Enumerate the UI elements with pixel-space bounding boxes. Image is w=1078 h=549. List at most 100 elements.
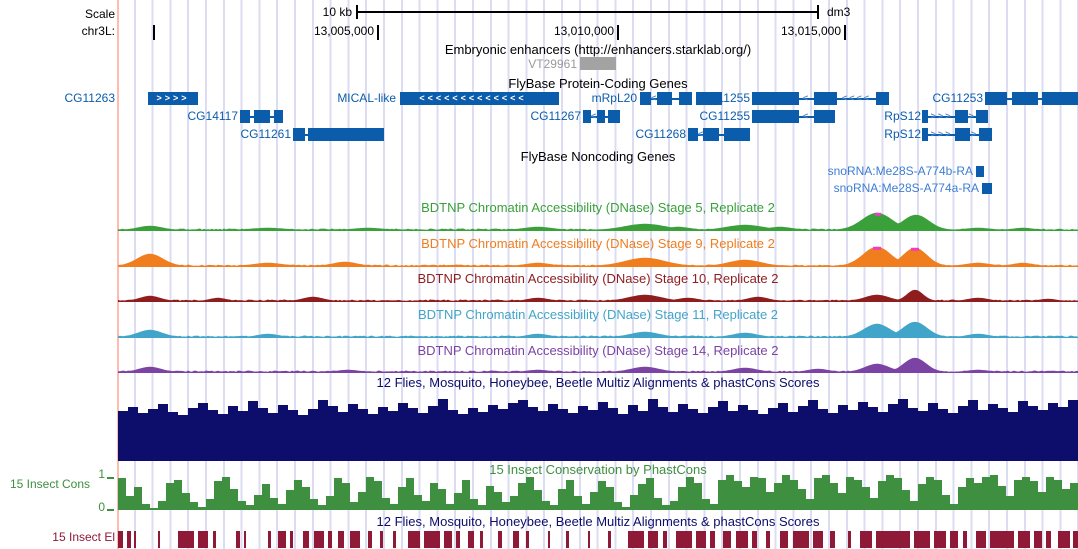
dnase-wiggle-track[interactable] (118, 205, 1078, 233)
insect-element-block[interactable] (213, 531, 216, 548)
dnase-wiggle-track[interactable] (118, 347, 1078, 375)
gene-exon[interactable] (979, 128, 992, 141)
gene-exon[interactable] (254, 110, 270, 123)
insect-element-block[interactable] (548, 531, 550, 548)
insect-element-block[interactable] (608, 531, 611, 548)
insect-element-block[interactable] (328, 531, 332, 548)
gene-exon[interactable] (688, 128, 698, 141)
gene-intron-line[interactable] (1038, 98, 1042, 100)
insect-element-block[interactable] (736, 531, 748, 548)
gene-exon[interactable] (597, 110, 605, 123)
gene-intron-line[interactable] (305, 134, 308, 136)
insect-element-block[interactable] (860, 531, 872, 548)
insect-element-block[interactable] (134, 531, 136, 548)
gene-exon[interactable] (583, 110, 591, 123)
insect-element-block[interactable] (848, 531, 851, 548)
insect-element-block[interactable] (1058, 531, 1070, 548)
insect-element-block[interactable] (303, 531, 309, 548)
insect-element-block[interactable] (723, 531, 731, 548)
gene-exon[interactable] (922, 110, 928, 123)
dnase-wiggle-track[interactable] (118, 312, 1078, 340)
gene-exon[interactable] (724, 128, 750, 141)
insect-element-block[interactable] (127, 531, 131, 548)
insect-element-block[interactable] (1018, 531, 1030, 548)
insect-element-block[interactable] (236, 531, 240, 548)
insect-element-block[interactable] (424, 531, 440, 548)
gene-exon[interactable] (546, 92, 559, 105)
gene-intron-line[interactable] (672, 98, 679, 100)
insect-element-block[interactable] (1034, 531, 1042, 548)
insect-element-block[interactable] (648, 531, 658, 548)
insect-element-block[interactable] (468, 531, 474, 548)
insect-element-block[interactable] (914, 531, 930, 548)
insect-element-block[interactable] (976, 531, 986, 548)
insect-element-block[interactable] (158, 531, 160, 548)
gene-intron-line[interactable] (970, 134, 979, 136)
insect-element-block[interactable] (456, 531, 460, 548)
gene-exon[interactable] (814, 92, 837, 105)
dnase-wiggle-track[interactable] (118, 241, 1078, 269)
gene-intron-line[interactable] (591, 116, 597, 118)
gene-intron-line[interactable] (968, 116, 976, 118)
insect-element-block[interactable] (526, 531, 529, 548)
gene-exon[interactable] (657, 92, 672, 105)
insect-element-block[interactable] (780, 531, 788, 548)
insect-element-block[interactable] (314, 531, 324, 548)
insect-element-block[interactable] (950, 531, 958, 548)
gene-exon[interactable] (876, 92, 889, 105)
gene-exon[interactable] (752, 110, 799, 123)
insect-element-block[interactable] (813, 531, 823, 548)
gene-exon[interactable] (1012, 92, 1038, 105)
insect-element-block[interactable] (1046, 531, 1051, 548)
insect-element-block[interactable] (676, 531, 692, 548)
gene-intron-line[interactable] (928, 116, 955, 118)
gene-exon[interactable] (696, 92, 722, 105)
insect-element-block[interactable] (498, 531, 502, 548)
insect-element-block[interactable] (793, 531, 809, 548)
gene-intron-line[interactable] (719, 134, 724, 136)
insect-element-block[interactable] (368, 531, 372, 548)
gene-exon[interactable] (955, 110, 968, 123)
multiz-alignment-track[interactable] (118, 394, 1078, 461)
insect-element-block[interactable] (752, 531, 757, 548)
insect-element-block[interactable] (290, 531, 293, 548)
gene-intron-line[interactable] (270, 116, 274, 118)
insect-element-block[interactable] (1073, 531, 1078, 548)
gene-intron-line[interactable] (250, 116, 254, 118)
insect-element-block[interactable] (380, 531, 383, 548)
dnase-wiggle-track[interactable] (118, 276, 1078, 304)
gene-exon[interactable] (752, 92, 799, 105)
gene-exon[interactable]: <<<<<<<<<<<<< (400, 92, 546, 105)
insect-element-block[interactable] (393, 531, 396, 548)
insect-element-block[interactable] (588, 531, 590, 548)
gene-exon[interactable]: >>>> (148, 92, 198, 105)
gene-exon[interactable] (1042, 92, 1078, 105)
insect-element-block[interactable] (566, 531, 569, 548)
gene-exon[interactable] (679, 92, 692, 105)
gene-exon[interactable] (976, 110, 988, 123)
gene-exon[interactable] (922, 128, 928, 141)
gene-intron-line[interactable] (837, 98, 876, 100)
gene-intron-line[interactable] (928, 134, 955, 136)
gene-exon[interactable] (955, 128, 970, 141)
insect-element-block[interactable] (178, 531, 194, 548)
gene-intron-line[interactable] (605, 116, 608, 118)
insect-element-block[interactable] (408, 531, 420, 548)
insect-element-block[interactable] (278, 531, 286, 548)
insect-element-block[interactable] (268, 531, 271, 548)
insect-element-block[interactable] (513, 531, 519, 548)
gene-exon[interactable] (985, 92, 1007, 105)
insect-element-block[interactable] (710, 531, 715, 548)
insect-element-block[interactable] (338, 531, 344, 548)
insect-element-block[interactable] (876, 531, 910, 548)
gene-intron-line[interactable] (651, 98, 657, 100)
gene-intron-line[interactable] (698, 134, 703, 136)
insect-element-block[interactable] (934, 531, 946, 548)
insect-element-block[interactable] (663, 531, 667, 548)
gene-exon[interactable] (293, 128, 305, 141)
noncoding-gene-box[interactable] (982, 183, 992, 194)
gene-exon[interactable] (640, 92, 651, 105)
gene-exon[interactable] (608, 110, 620, 123)
insect-element-block[interactable] (766, 531, 770, 548)
gene-intron-line[interactable] (799, 98, 814, 100)
